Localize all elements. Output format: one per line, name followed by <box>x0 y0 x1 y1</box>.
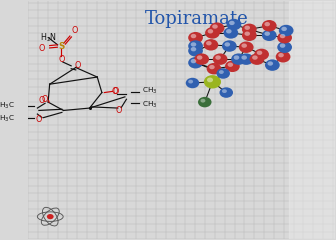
Text: O: O <box>36 115 42 125</box>
Text: CH$_3$: CH$_3$ <box>142 99 158 110</box>
Circle shape <box>281 27 287 31</box>
Circle shape <box>216 68 230 79</box>
Circle shape <box>234 55 239 60</box>
Circle shape <box>210 22 224 34</box>
Text: H$_3$C: H$_3$C <box>0 114 14 124</box>
Circle shape <box>47 214 54 219</box>
Circle shape <box>264 22 270 26</box>
Circle shape <box>201 99 205 102</box>
Circle shape <box>186 78 199 88</box>
Circle shape <box>226 29 232 33</box>
Circle shape <box>244 31 250 36</box>
Text: O: O <box>38 44 45 53</box>
Circle shape <box>278 53 284 57</box>
Circle shape <box>222 89 227 93</box>
Text: O: O <box>112 87 118 96</box>
Text: H$_2$N: H$_2$N <box>40 31 57 44</box>
Circle shape <box>213 54 227 65</box>
Circle shape <box>224 42 230 47</box>
FancyBboxPatch shape <box>289 1 335 239</box>
Circle shape <box>242 30 257 41</box>
Circle shape <box>191 47 196 51</box>
Circle shape <box>267 61 273 66</box>
Text: CH$_3$: CH$_3$ <box>142 86 158 96</box>
Circle shape <box>250 54 264 65</box>
Circle shape <box>212 24 218 29</box>
Circle shape <box>207 63 221 74</box>
Circle shape <box>206 41 212 45</box>
Circle shape <box>277 42 292 53</box>
Text: O: O <box>72 26 78 35</box>
Text: O: O <box>39 96 45 105</box>
Circle shape <box>239 42 254 53</box>
Circle shape <box>226 19 241 30</box>
Circle shape <box>252 55 258 60</box>
Circle shape <box>197 55 202 60</box>
Circle shape <box>188 45 203 57</box>
Circle shape <box>188 40 203 52</box>
Circle shape <box>239 54 254 65</box>
Circle shape <box>222 40 237 52</box>
Circle shape <box>227 63 233 67</box>
Text: O: O <box>58 55 65 64</box>
Circle shape <box>242 24 257 35</box>
Circle shape <box>191 42 196 47</box>
Text: O: O <box>74 61 81 70</box>
Circle shape <box>277 32 292 43</box>
Circle shape <box>188 32 203 43</box>
Circle shape <box>241 55 247 60</box>
Circle shape <box>215 55 221 60</box>
Circle shape <box>204 75 221 89</box>
Circle shape <box>219 87 233 98</box>
Text: H$_3$C: H$_3$C <box>0 101 14 111</box>
Circle shape <box>188 57 203 68</box>
Circle shape <box>279 25 294 36</box>
Text: Topiramate: Topiramate <box>145 10 249 28</box>
Circle shape <box>262 20 277 31</box>
Text: O: O <box>116 106 122 115</box>
Circle shape <box>191 34 196 38</box>
Circle shape <box>209 65 215 69</box>
Text: O: O <box>42 95 48 104</box>
Circle shape <box>276 51 290 62</box>
Circle shape <box>280 34 285 38</box>
Circle shape <box>191 59 196 63</box>
Circle shape <box>244 25 250 30</box>
Circle shape <box>205 27 220 39</box>
Circle shape <box>208 29 213 33</box>
Circle shape <box>223 27 238 39</box>
Circle shape <box>225 60 240 72</box>
Text: O: O <box>113 87 119 96</box>
Circle shape <box>204 39 218 51</box>
Circle shape <box>257 51 262 55</box>
Circle shape <box>198 97 212 107</box>
Circle shape <box>264 31 270 36</box>
Circle shape <box>207 78 213 82</box>
Circle shape <box>254 49 269 60</box>
Text: S: S <box>58 42 65 51</box>
Circle shape <box>280 43 285 48</box>
Circle shape <box>231 54 246 65</box>
Circle shape <box>188 80 193 84</box>
Circle shape <box>229 21 235 25</box>
Circle shape <box>194 54 209 65</box>
Circle shape <box>265 59 280 71</box>
Circle shape <box>262 30 277 41</box>
Circle shape <box>219 70 224 74</box>
Circle shape <box>241 43 247 48</box>
